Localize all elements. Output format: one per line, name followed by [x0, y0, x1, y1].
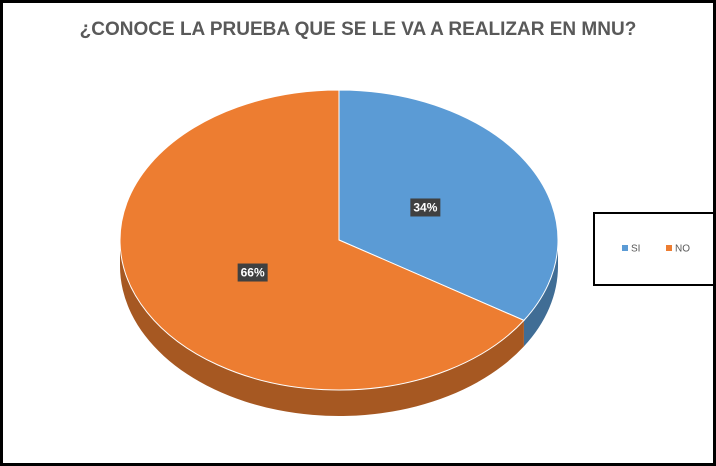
legend-label: NO	[675, 244, 690, 255]
slice-side	[523, 240, 558, 347]
slice-side	[120, 240, 524, 417]
legend-swatch	[666, 245, 672, 251]
chart: 34% 66% SI NO	[119, 89, 713, 417]
legend-swatch	[622, 245, 628, 251]
chart-title: ¿CONOCE LA PRUEBA QUE SE LE VA A REALIZA…	[79, 19, 637, 40]
legend-label: SI	[631, 244, 640, 255]
value-label-bg	[237, 263, 268, 282]
slice	[338, 89, 559, 321]
value-label: 66%	[241, 266, 265, 280]
value-label-bg	[410, 198, 441, 217]
legend-box	[593, 212, 713, 286]
slice	[119, 89, 525, 391]
value-label: 34%	[413, 201, 437, 215]
